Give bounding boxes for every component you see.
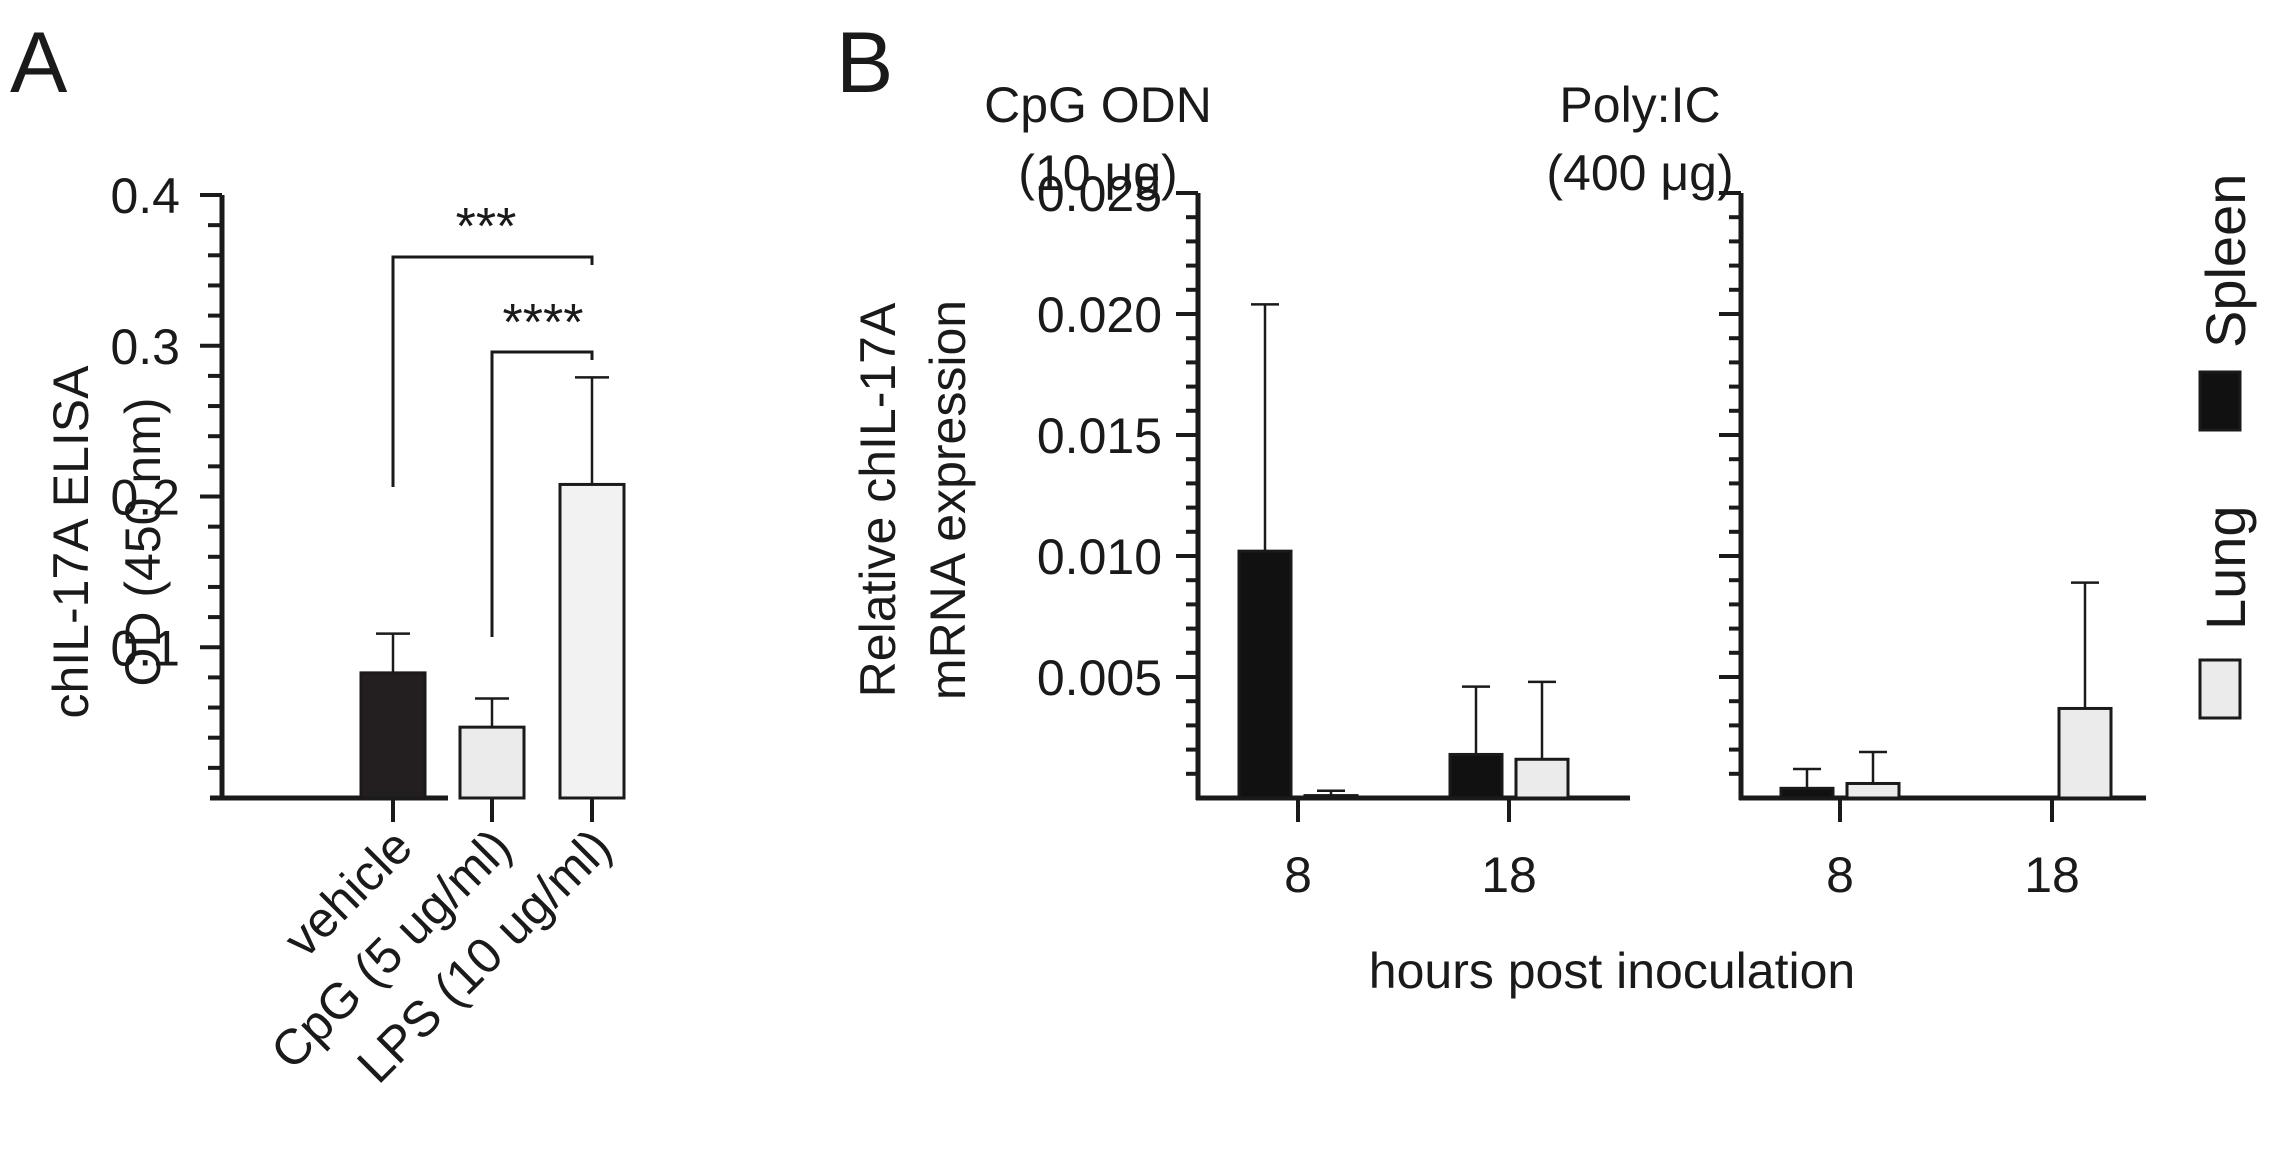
bar-lung	[1845, 781, 1901, 800]
panel-label-b: B	[836, 15, 893, 111]
error-bar	[376, 632, 410, 673]
error-bar	[1528, 680, 1556, 760]
legend-label-lung: Lung	[2194, 505, 2257, 630]
bar-spleen	[1237, 549, 1293, 800]
panel-b-ylabel-line2: mRNA expression	[920, 300, 976, 700]
error-bar	[1859, 750, 1887, 784]
panel-label-a: A	[10, 15, 68, 111]
y-tick-label: 0.4	[110, 168, 180, 224]
subplot2-title-line1: Poly:IC	[1559, 77, 1720, 133]
legend-swatch-spleen	[2198, 370, 2242, 432]
bar-lung	[2057, 706, 2113, 800]
subplot2-title-line2: (400 μg)	[1546, 145, 1733, 201]
panel-b-chart: Relative chIL-17A mRNA expression CpG OD…	[850, 77, 2257, 999]
subplot1-title-line1: CpG ODN	[984, 77, 1212, 133]
y-tick-label: 0.025	[1037, 166, 1162, 222]
panel-b-ylabel-line1: Relative chIL-17A	[850, 302, 906, 697]
significance-bracket	[391, 255, 594, 487]
error-bar	[475, 697, 509, 728]
bar-lps	[558, 482, 626, 800]
legend-label-spleen: Spleen	[2194, 174, 2257, 348]
y-tick-label: 0.2	[110, 470, 180, 526]
y-tick-label: 0.005	[1037, 650, 1162, 706]
x-tick-label: 18	[2024, 847, 2080, 903]
panel-b-xlabel: hours post inoculation	[1369, 943, 1855, 999]
error-bar	[1793, 767, 1821, 789]
bar-cpg	[458, 725, 526, 800]
y-tick-label: 0.3	[110, 319, 180, 375]
bar-vehicle	[359, 671, 427, 800]
error-bar	[1317, 789, 1345, 796]
significance-label: ****	[503, 294, 584, 352]
panel-a-ylabel-line1: chIL-17A ELISA	[43, 365, 99, 719]
bar-spleen	[1448, 752, 1504, 800]
error-bar	[1462, 685, 1490, 755]
y-tick-label: 0.015	[1037, 408, 1162, 464]
error-bar	[2071, 581, 2099, 709]
subplot1-title-line2: (10 μg)	[1018, 145, 1177, 201]
error-bar	[575, 376, 609, 485]
significance-label: ***	[456, 198, 517, 256]
legend-swatch-lung	[2198, 658, 2242, 720]
x-tick-label: 8	[1826, 847, 1854, 903]
y-tick-label: 0.010	[1037, 529, 1162, 585]
x-tick-label: 8	[1284, 847, 1312, 903]
panel-a-chart: chIL-17A ELISA OD (450 nm) 0.10.20.30.4 …	[43, 168, 626, 1094]
x-tick-label: 18	[1481, 847, 1537, 903]
bar-spleen	[1779, 786, 1835, 800]
y-tick-label: 0.1	[110, 620, 180, 676]
significance-bracket	[490, 350, 594, 637]
bar-lung	[1303, 794, 1359, 800]
legend: Spleen Lung	[2194, 174, 2257, 720]
bar-lung	[1514, 757, 1570, 800]
y-tick-label: 0.020	[1037, 287, 1162, 343]
panel-a-ylabel-line2: OD (450 nm)	[115, 398, 171, 687]
error-bar	[1251, 303, 1279, 552]
